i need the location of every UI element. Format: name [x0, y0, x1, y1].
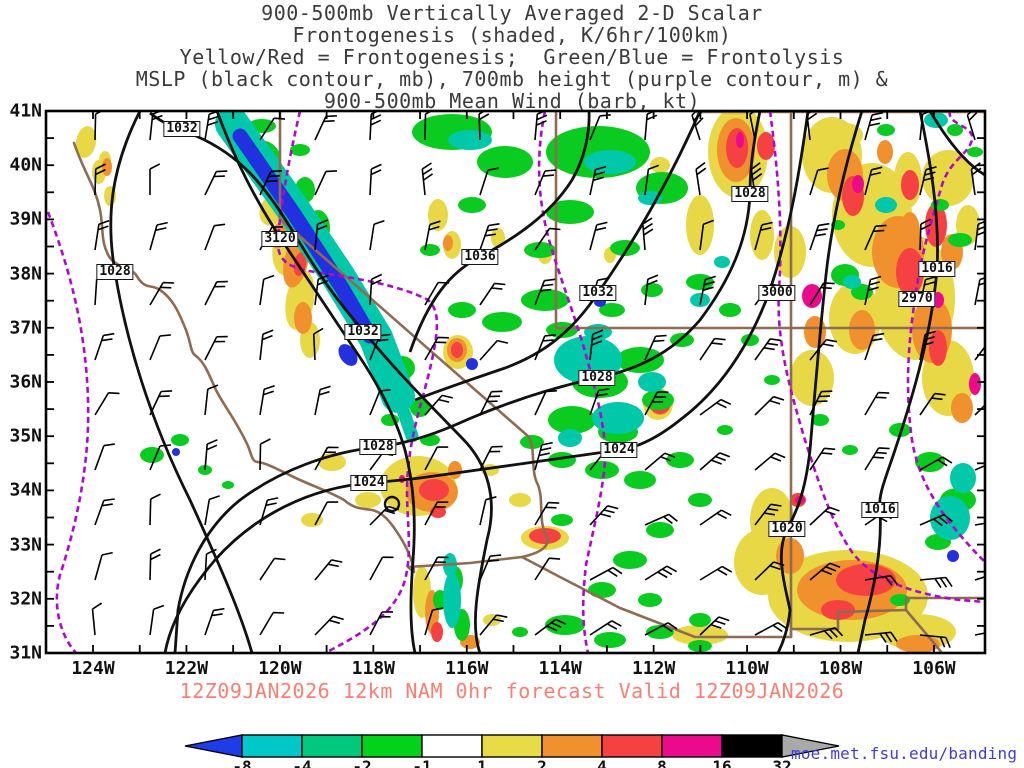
- title-line-1: 900-500mb Vertically Averaged 2-D Scalar: [261, 1, 763, 25]
- contour-label: 1032: [579, 285, 617, 301]
- colorbar-tick-label: 32: [772, 757, 792, 768]
- lon-label: 114W: [538, 658, 582, 679]
- contour-label: 1016: [918, 261, 956, 277]
- mslp-contours: [109, 111, 985, 653]
- lat-label: 31N: [9, 642, 42, 664]
- contour-label: 1024: [350, 475, 388, 491]
- site-link[interactable]: moe.met.fsu.edu/banding: [791, 744, 1018, 763]
- map-frame-border: [44, 109, 987, 655]
- contour-label: 3120: [261, 231, 299, 247]
- colorbar: [184, 734, 840, 758]
- contour-label: 1028: [359, 439, 397, 455]
- lat-label: 35N: [9, 425, 42, 447]
- lon-label: 110W: [725, 658, 769, 679]
- colorbar-tick-label: 2: [537, 757, 547, 768]
- lon-label: 120W: [258, 658, 302, 679]
- title-line-5: 900-500mb Mean Wind (barb, kt): [323, 89, 701, 113]
- lon-label: 124W: [71, 658, 115, 679]
- title-line-2: Frontogenesis (shaded, K/6hr/100km): [292, 23, 732, 47]
- contour-label: 3000: [758, 285, 796, 301]
- colorbar-tick-label: 1: [477, 757, 487, 768]
- lon-label: 116W: [445, 658, 489, 679]
- lat-label: 41N: [9, 100, 42, 122]
- lat-label: 32N: [9, 588, 42, 610]
- contour-label: 1028: [731, 186, 769, 202]
- contour-label: 1032: [163, 121, 201, 137]
- contour-label: 1020: [768, 521, 806, 537]
- colorbar-tick-label: 4: [597, 757, 607, 768]
- lat-label: 34N: [9, 479, 42, 501]
- contour-label: 1028: [96, 264, 134, 280]
- colorbar-tick-label: -1: [412, 757, 432, 768]
- lat-label: 38N: [9, 263, 42, 285]
- map-content: [46, 111, 985, 653]
- lon-label: 122W: [164, 658, 209, 679]
- lat-label: 33N: [9, 534, 42, 556]
- contour-label: 1032: [344, 324, 382, 340]
- contour-label: 1024: [600, 442, 638, 458]
- contour-label: 1028: [578, 370, 616, 386]
- lon-label: 108W: [818, 658, 863, 679]
- lat-label: 36N: [9, 371, 42, 393]
- lon-label: 112W: [631, 658, 676, 679]
- lat-label: 37N: [9, 317, 42, 339]
- colorbar-tick-label: -2: [352, 757, 372, 768]
- contour-label: 2970: [898, 291, 936, 307]
- lon-label: 106W: [912, 658, 956, 679]
- frontogenesis-shading: [75, 111, 983, 653]
- title-line-4: MSLP (black contour, mb), 700mb height (…: [135, 67, 889, 91]
- colorbar-tick-label: -4: [292, 757, 312, 768]
- title-line-3: Yellow/Red = Frontogenesis; Green/Blue =…: [179, 45, 845, 69]
- lat-label: 39N: [9, 208, 42, 230]
- contour-label: 1016: [861, 502, 899, 518]
- colorbar-tick-label: 8: [657, 757, 667, 768]
- lon-label: 118W: [351, 658, 395, 679]
- colorbar-tick-label: -8: [232, 757, 252, 768]
- contour-label: 1036: [461, 249, 499, 265]
- forecast-caption: 12Z09JAN2026 12km NAM 0hr forecast Valid…: [179, 679, 845, 703]
- lat-label: 40N: [9, 154, 42, 176]
- colorbar-tick-label: 16: [712, 757, 732, 768]
